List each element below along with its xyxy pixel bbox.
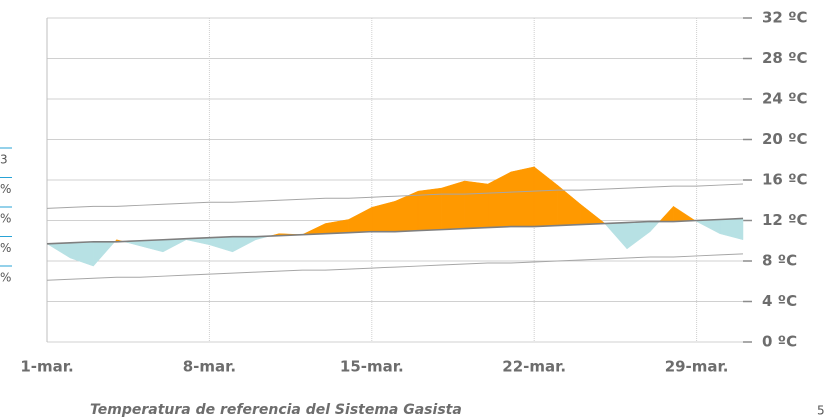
difference-area [162, 238, 187, 253]
band-line [46, 253, 744, 281]
x-tick-label: 1-mar. [20, 358, 73, 376]
difference-area [673, 205, 696, 222]
difference-area [325, 219, 349, 234]
y-tick-label: 32 ºC [762, 9, 808, 27]
difference-area [719, 218, 744, 241]
fragment-text: 3 [0, 153, 8, 167]
x-tick-label: 29-mar. [665, 358, 729, 376]
fragment-text: % [0, 271, 11, 285]
difference-area [46, 242, 71, 259]
fragment-text: % [0, 182, 11, 196]
y-tick-label: 16 ºC [762, 171, 808, 189]
y-tick-label: 20 ºC [762, 130, 808, 148]
difference-area [69, 241, 94, 267]
difference-area [533, 166, 558, 227]
band-line [46, 183, 744, 209]
y-tick-label: 28 ºC [762, 49, 808, 67]
page-number: 5 [817, 404, 825, 418]
fragment-text: % [0, 241, 11, 255]
x-tick-label: 8-mar. [183, 358, 236, 376]
difference-area [658, 205, 674, 222]
x-tick-label: 22-mar. [502, 358, 566, 376]
difference-area [139, 239, 164, 253]
difference-area [209, 236, 233, 253]
difference-area [626, 221, 651, 250]
x-tick-label: 15-mar. [340, 358, 404, 376]
difference-area [348, 206, 373, 233]
difference-area [510, 166, 535, 227]
difference-area [232, 236, 257, 253]
y-tick-label: 12 ºC [762, 211, 808, 229]
chart-title: Temperatura de referencia del Sistema Ga… [90, 402, 462, 418]
y-tick-label: 8 ºC [762, 252, 797, 270]
difference-area [394, 190, 419, 232]
difference-area [604, 222, 628, 250]
y-tick-label: 24 ºC [762, 90, 808, 108]
normal-line [46, 217, 744, 245]
difference-area [93, 241, 116, 267]
difference-area [371, 200, 396, 232]
y-tick-label: 4 ºC [762, 292, 797, 310]
fragment-text: % [0, 212, 11, 226]
difference-area [441, 180, 465, 230]
difference-area [696, 219, 721, 235]
difference-area [649, 221, 661, 233]
difference-area [464, 180, 489, 229]
difference-area [580, 203, 605, 225]
difference-area [557, 184, 581, 226]
y-tick-label: 0 ºC [762, 333, 797, 351]
difference-area [302, 223, 326, 235]
